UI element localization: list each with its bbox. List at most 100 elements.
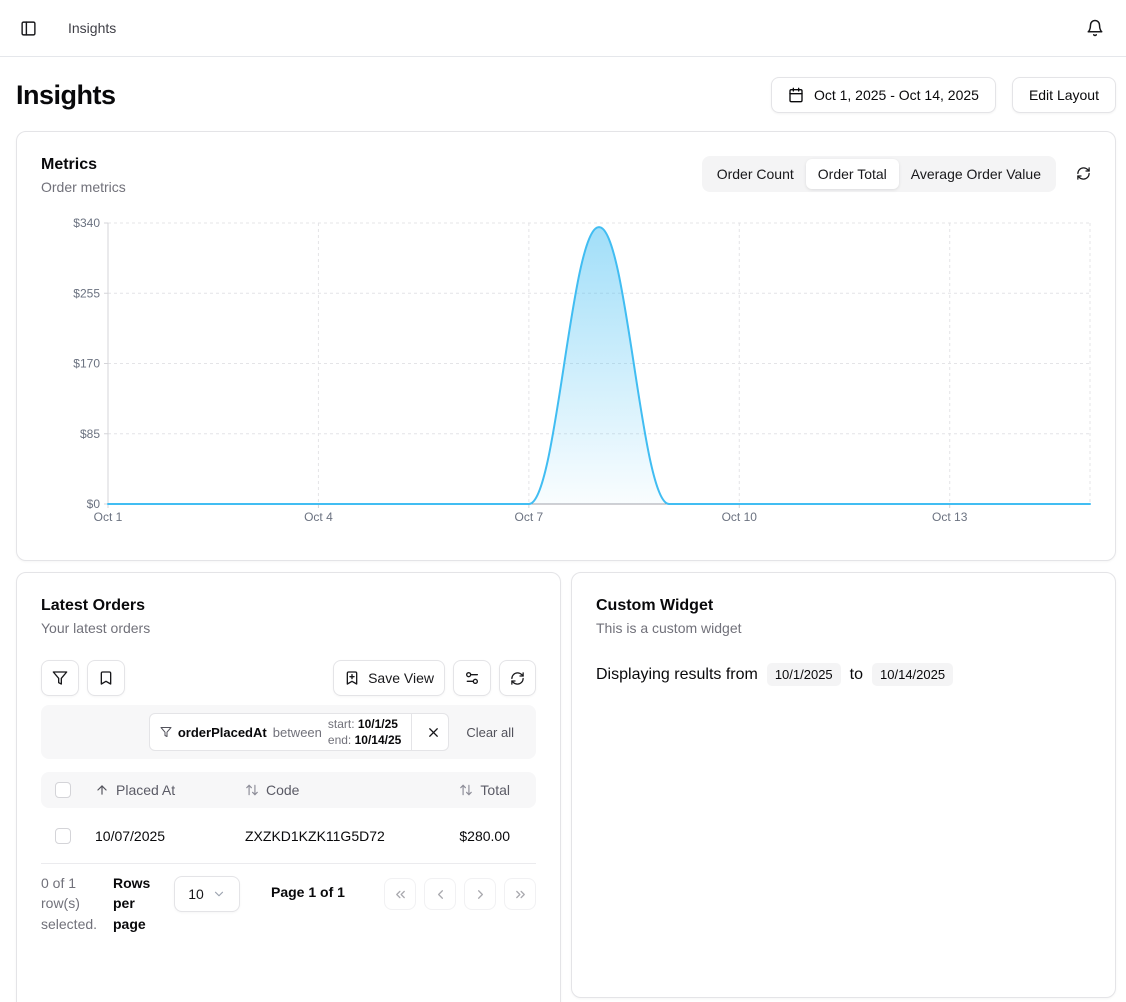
chevron-down-icon bbox=[212, 887, 226, 901]
save-view-button[interactable]: Save View bbox=[333, 660, 445, 696]
to-date-chip: 10/14/2025 bbox=[872, 663, 954, 686]
svg-text:Oct 7: Oct 7 bbox=[515, 510, 544, 524]
date-range-button[interactable]: Oct 1, 2025 - Oct 14, 2025 bbox=[770, 77, 996, 113]
table-row[interactable]: 10/07/2025 ZXZKD1KZK11G5D72 $280.00 bbox=[41, 808, 536, 864]
saved-views-button[interactable] bbox=[87, 660, 125, 696]
svg-text:$85: $85 bbox=[80, 427, 100, 441]
filter-range: start: 10/1/25 end: 10/14/25 bbox=[328, 716, 401, 748]
filter-start-label: start: bbox=[327, 716, 355, 731]
custom-widget-subtitle: This is a custom widget bbox=[596, 620, 742, 636]
latest-orders-subtitle: Your latest orders bbox=[41, 620, 151, 636]
custom-widget-title: Custom Widget bbox=[596, 597, 714, 614]
edit-layout-label: Edit Layout bbox=[1028, 87, 1099, 103]
filter-start-value: 10/1/25 bbox=[357, 716, 398, 731]
sidebar-toggle-button[interactable] bbox=[16, 16, 41, 41]
orders-table: Placed At Code Total bbox=[41, 772, 536, 864]
latest-orders-title: Latest Orders bbox=[41, 597, 146, 614]
row-checkbox[interactable] bbox=[55, 827, 71, 844]
column-label: Code bbox=[266, 782, 300, 798]
notifications-button[interactable] bbox=[1084, 17, 1106, 39]
cell-total: $280.00 bbox=[459, 827, 510, 844]
tab-order-count[interactable]: Order Count bbox=[705, 159, 806, 189]
tab-order-total[interactable]: Order Total bbox=[805, 159, 899, 189]
bookmark-plus-icon bbox=[344, 670, 360, 686]
chevrons-left-icon bbox=[393, 887, 408, 902]
panel-left-icon bbox=[20, 20, 37, 37]
chevron-left-icon bbox=[433, 887, 448, 902]
from-date-chip: 10/1/2025 bbox=[766, 663, 841, 686]
first-page-button[interactable] bbox=[384, 878, 416, 910]
filter-field: orderPlacedAt bbox=[177, 724, 267, 740]
previous-page-button[interactable] bbox=[424, 878, 456, 910]
column-header-total[interactable]: Total bbox=[459, 782, 510, 798]
remove-filter-button[interactable] bbox=[418, 714, 448, 750]
pagination: 0 of 1 row(s) selected. Rows per page 10… bbox=[41, 873, 536, 934]
bell-icon bbox=[1086, 19, 1104, 37]
filter-end-value: 10/14/25 bbox=[354, 733, 402, 747]
cell-code: ZXZKD1KZK11G5D72 bbox=[245, 827, 385, 844]
rows-per-page-value: 10 bbox=[188, 886, 204, 902]
custom-widget-body: Displaying results from 10/1/2025 to 10/… bbox=[596, 663, 1091, 686]
select-all-checkbox[interactable] bbox=[55, 782, 71, 798]
close-icon bbox=[426, 725, 441, 740]
last-page-button[interactable] bbox=[504, 878, 536, 910]
calendar-icon bbox=[788, 87, 804, 103]
svg-text:Oct 13: Oct 13 bbox=[932, 510, 968, 524]
next-page-button[interactable] bbox=[464, 878, 496, 910]
svg-text:Oct 1: Oct 1 bbox=[94, 510, 123, 524]
custom-widget-card: Custom Widget This is a custom widget Di… bbox=[571, 572, 1116, 998]
order-metrics-chart: $340 $255 $170 $85 $0 Oct 1 Oct 4 Oct 7 Oct 10 Oc… bbox=[41, 214, 1091, 529]
arrow-up-icon bbox=[95, 783, 109, 797]
divider bbox=[411, 714, 413, 750]
funnel-icon bbox=[52, 670, 68, 686]
filter-chip-order-placed-at[interactable]: orderPlacedAt between start: 10/1/25 end… bbox=[148, 713, 450, 751]
svg-text:$255: $255 bbox=[73, 286, 100, 300]
column-header-code[interactable]: Code bbox=[245, 782, 299, 798]
arrow-up-down-icon bbox=[245, 783, 259, 797]
funnel-icon bbox=[160, 726, 172, 738]
filter-button[interactable] bbox=[41, 660, 79, 696]
page-header: Insights Oct 1, 2025 - Oct 14, 2025 Edit… bbox=[0, 57, 1126, 131]
refresh-icon bbox=[1076, 166, 1091, 181]
view-options-button[interactable] bbox=[453, 660, 491, 696]
metrics-card: Metrics Order metrics Order Count Order … bbox=[16, 131, 1116, 561]
metrics-subtitle: Order metrics bbox=[41, 179, 126, 195]
metrics-title: Metrics bbox=[41, 156, 98, 173]
rows-per-page-select[interactable]: 10 bbox=[174, 876, 240, 912]
chevron-right-icon bbox=[473, 887, 488, 902]
sliders-icon bbox=[464, 670, 480, 686]
svg-text:$340: $340 bbox=[73, 216, 100, 230]
metrics-refresh-button[interactable] bbox=[1076, 166, 1091, 181]
orders-table-header: Placed At Code Total bbox=[41, 772, 536, 808]
rows-per-page-label: Rows per page bbox=[113, 875, 151, 932]
arrow-up-down-icon bbox=[459, 783, 473, 797]
cell-placed-at: 10/07/2025 bbox=[95, 827, 166, 844]
tab-average-order-value[interactable]: Average Order Value bbox=[899, 159, 1053, 189]
column-label: Total bbox=[480, 782, 510, 798]
topbar: Insights bbox=[0, 0, 1126, 57]
svg-text:Oct 4: Oct 4 bbox=[304, 510, 333, 524]
edit-layout-button[interactable]: Edit Layout bbox=[1011, 77, 1116, 113]
metrics-tabs: Order Count Order Total Average Order Va… bbox=[701, 156, 1056, 192]
clear-all-filters-button[interactable]: Clear all bbox=[466, 724, 514, 740]
page-title: Insights bbox=[16, 79, 116, 110]
widget-text: to bbox=[849, 665, 864, 683]
page-info: Page 1 of 1 bbox=[271, 884, 345, 900]
latest-orders-card: Latest Orders Your latest orders Save Vi… bbox=[16, 572, 561, 1002]
filter-end-label: end: bbox=[327, 733, 352, 747]
orders-toolbar: Save View bbox=[41, 660, 536, 696]
filter-operator: between bbox=[272, 724, 322, 740]
active-filters-bar: orderPlacedAt between start: 10/1/25 end… bbox=[41, 705, 536, 759]
save-view-label: Save View bbox=[368, 670, 434, 686]
svg-text:Oct 10: Oct 10 bbox=[722, 510, 758, 524]
selection-summary: 0 of 1 row(s) selected. bbox=[41, 875, 98, 932]
column-label: Placed At bbox=[116, 782, 176, 798]
orders-refresh-button[interactable] bbox=[499, 660, 536, 696]
breadcrumb: Insights bbox=[68, 20, 117, 36]
svg-text:$170: $170 bbox=[73, 357, 100, 371]
column-header-placed-at[interactable]: Placed At bbox=[95, 782, 175, 798]
date-range-label: Oct 1, 2025 - Oct 14, 2025 bbox=[813, 87, 979, 103]
svg-text:$0: $0 bbox=[87, 497, 101, 511]
widget-text: Displaying results from bbox=[596, 665, 758, 683]
